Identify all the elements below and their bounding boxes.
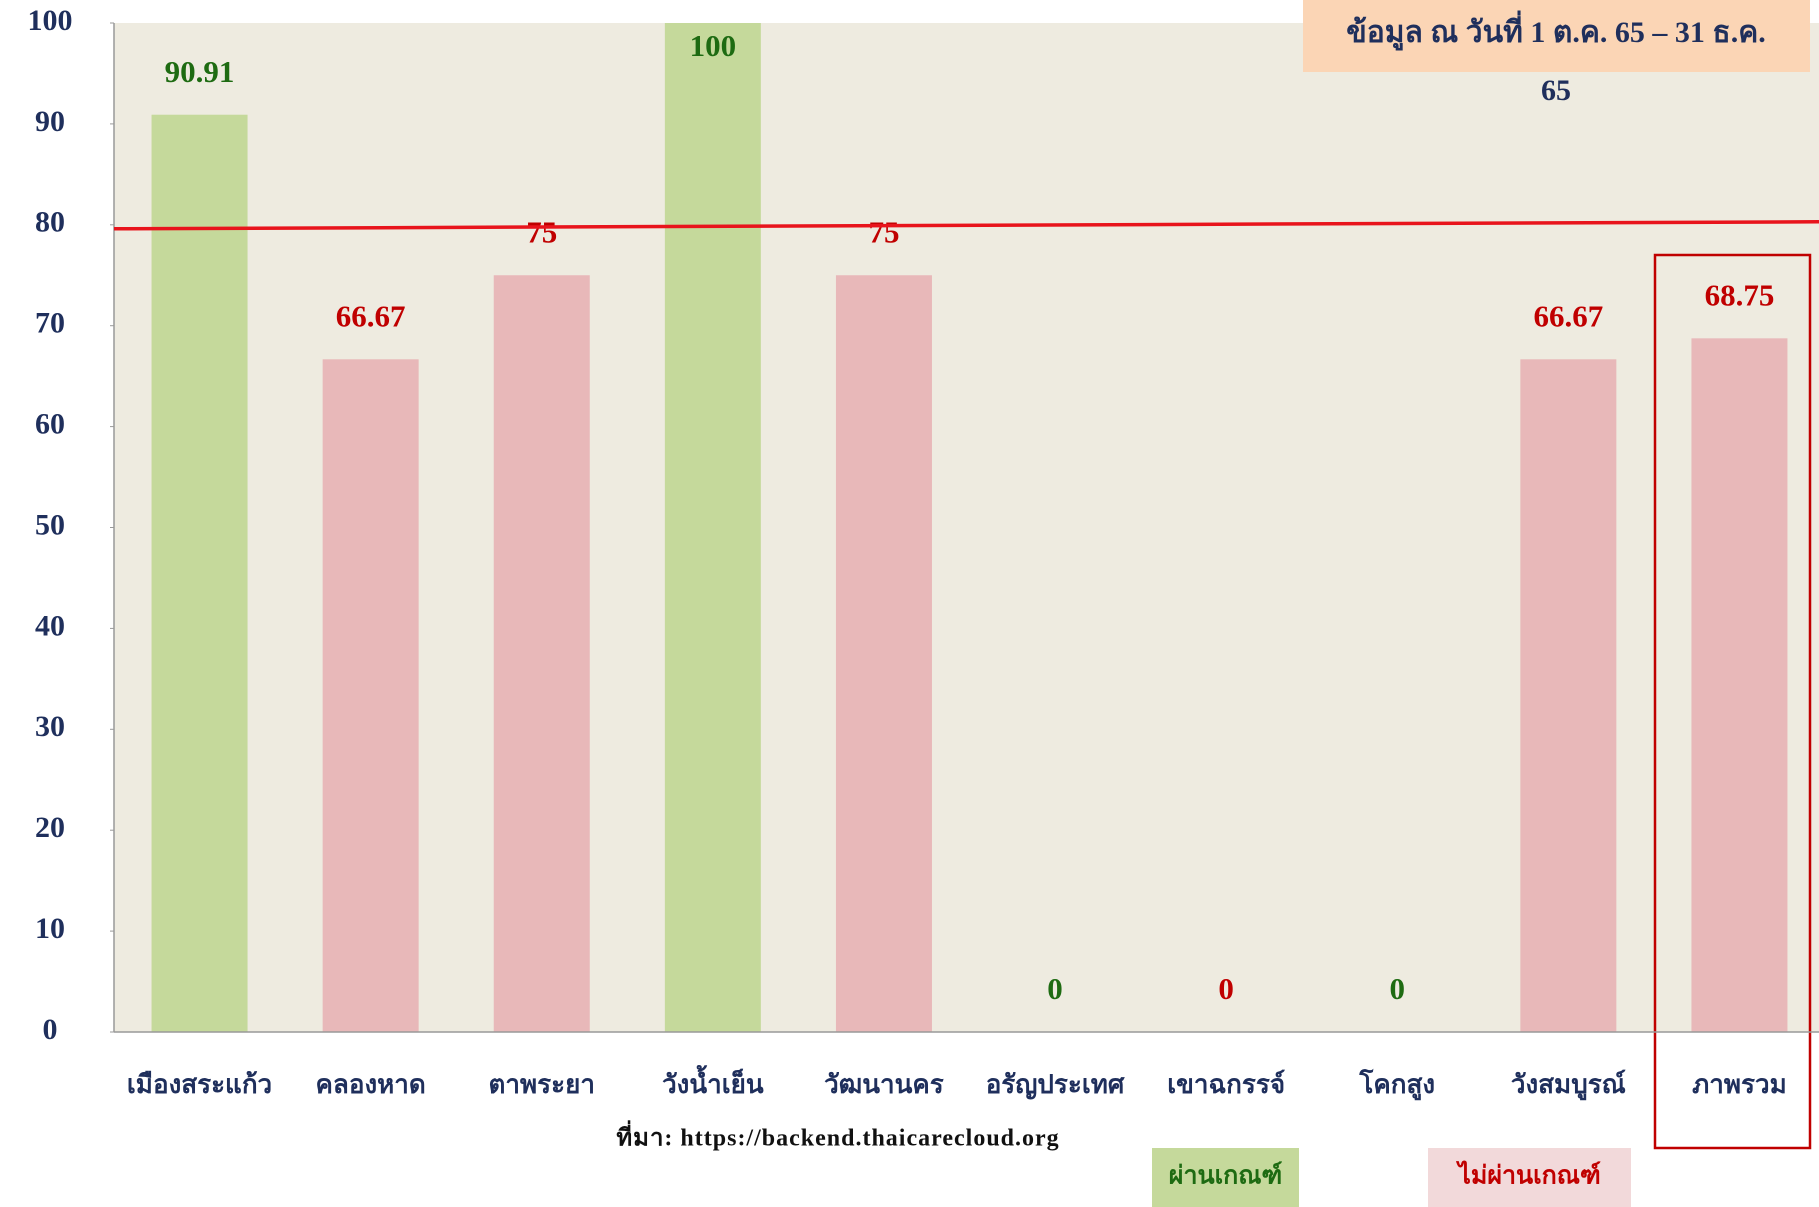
x-tick-label: วัฒนานคร — [824, 1070, 944, 1099]
value-label: 100 — [690, 28, 737, 63]
y-tick-label: 40 — [35, 609, 65, 642]
y-tick-label: 90 — [35, 105, 65, 138]
y-tick-label: 50 — [35, 508, 65, 541]
annotation: ข้อมูล ณ วันที่ 1 ต.ค. 65 – 31 ธ.ค. — [1346, 10, 1766, 51]
bar — [493, 275, 590, 1032]
y-tick-label: 80 — [35, 206, 65, 239]
value-label: 66.67 — [1533, 298, 1603, 333]
bar — [1691, 338, 1788, 1032]
legend-label: ผ่านเกณฑ์ — [1169, 1161, 1282, 1190]
x-tick-label: เขาฉกรรจ์ — [1167, 1069, 1285, 1099]
x-tick-label: อรัญประเทศ — [986, 1070, 1125, 1100]
value-label: 0 — [1218, 971, 1234, 1006]
bar — [151, 114, 248, 1033]
value-label: 75 — [868, 214, 899, 249]
value-label: 75 — [526, 214, 557, 249]
value-label: 90.91 — [165, 54, 235, 89]
y-tick-label: 100 — [28, 4, 73, 37]
y-tick-label: 20 — [35, 811, 65, 844]
y-tick-label: 10 — [35, 912, 65, 945]
y-tick-label: 60 — [35, 407, 65, 440]
bar — [1520, 359, 1617, 1033]
legend-label: ไม่ผ่านเกณฑ์ — [1455, 1160, 1600, 1190]
x-tick-label: ตาพระยา — [489, 1070, 595, 1099]
y-tick-label: 70 — [35, 307, 65, 340]
target-line — [113, 220, 1819, 231]
annotation: 65 — [1541, 74, 1571, 107]
bar — [835, 275, 932, 1032]
y-tick-label: 30 — [35, 710, 65, 743]
x-tick-label: โคกสูง — [1358, 1068, 1435, 1101]
y-tick-label: 0 — [43, 1013, 58, 1046]
legend-swatch — [1428, 1148, 1631, 1207]
x-tick-label: วังน้ำเย็น — [662, 1064, 764, 1099]
highlight-box — [1653, 253, 1812, 1150]
value-label: 66.67 — [336, 298, 406, 333]
x-tick-label: เมืองสระแก้ว — [127, 1070, 272, 1099]
bar — [664, 23, 761, 1032]
value-label: 0 — [1390, 971, 1406, 1006]
legend-swatch — [1152, 1148, 1299, 1207]
value-label: 68.75 — [1705, 277, 1775, 312]
value-label: 0 — [1047, 971, 1063, 1006]
x-tick-label: คลองหาด — [316, 1070, 426, 1099]
bar — [322, 359, 419, 1033]
x-tick-label: วังสมบูรณ์ — [1511, 1069, 1626, 1101]
annotation-box — [1303, 0, 1810, 72]
x-tick-label: ภาพรวม — [1692, 1070, 1787, 1099]
source: ที่มา: https://backend.thaicarecloud.org — [616, 1120, 1059, 1152]
